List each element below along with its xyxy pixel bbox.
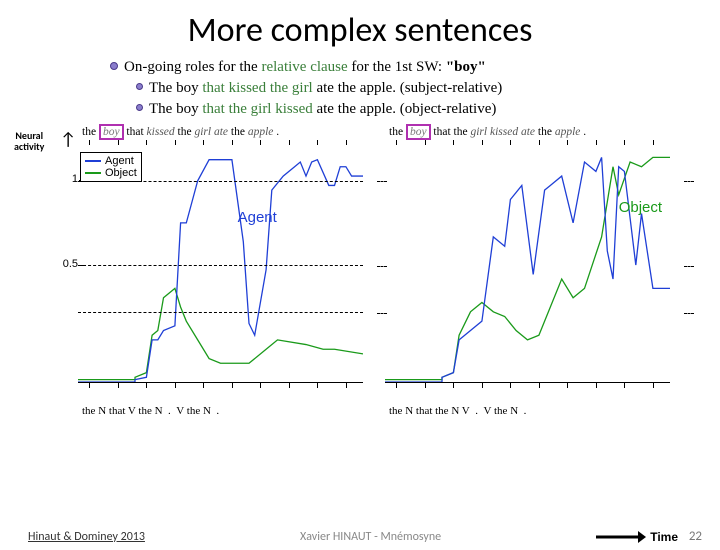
bullet-sub1-rc: that kissed the girl <box>202 80 312 96</box>
tick-row-left <box>78 140 363 146</box>
annot-left: Agent <box>238 209 277 226</box>
annot-right: Object <box>619 199 662 216</box>
plot-right: Object <box>385 148 670 383</box>
bullet-dot-icon <box>136 104 143 111</box>
page-number: 22 <box>678 529 702 544</box>
bottom-seq-right: the N that the N V . V the N . <box>385 405 670 417</box>
bullet-main-sw: "boy" <box>446 59 486 75</box>
tick-row-right-bottom <box>385 383 670 389</box>
bullet-dot-icon <box>110 62 118 70</box>
tick-row-left-bottom <box>78 383 363 389</box>
y-axis: 10.5 <box>32 148 78 383</box>
sentence-right: the boy that the girl kissed ate the app… <box>385 126 670 138</box>
footer-citation: Hinaut & Dominey 2013 <box>28 530 145 544</box>
plot-left: 10.5 Agent Object Agent <box>78 148 363 383</box>
tick-row-right <box>385 140 670 146</box>
up-arrow-icon: ↑ <box>60 128 76 150</box>
bullet-main-pre: On-going roles for the <box>124 59 261 75</box>
bullet-sub1-post: ate the apple. (subject-relative) <box>313 80 503 96</box>
bullet-sub2-text: The boy that the girl kissed ate the app… <box>149 99 496 120</box>
time-text: Time <box>650 530 678 544</box>
bullet-main-text: On-going roles for the relative clause f… <box>124 57 486 78</box>
bottom-seq-left: the N that V the N . V the N . <box>78 405 363 417</box>
bullet-list: On-going roles for the relative clause f… <box>110 57 720 120</box>
chart-area: Neural activity ↑ the boy that kissed th… <box>20 126 700 481</box>
bullet-sub1-text: The boy that kissed the girl ate the app… <box>149 78 502 99</box>
bullet-dot-icon <box>136 83 143 90</box>
plot-right-svg <box>385 148 670 382</box>
time-axis-label: Time <box>596 530 678 544</box>
bullet-sub1: The boy that kissed the girl ate the app… <box>136 78 720 99</box>
bullet-sub2-pre: The boy <box>149 101 202 117</box>
sentence-left: the boy that kissed the girl ate the app… <box>78 126 363 138</box>
bullet-main-rc: relative clause <box>261 59 347 75</box>
bullet-sub2-post: ate the apple. (object-relative) <box>313 101 497 117</box>
bullet-main: On-going roles for the relative clause f… <box>110 57 720 78</box>
panel-right: the boy that the girl kissed ate the app… <box>385 126 670 446</box>
bullet-main-post: for the 1st SW: <box>348 59 446 75</box>
bullet-sub1-pre: The boy <box>149 80 202 96</box>
footer: Hinaut & Dominey 2013 Xavier HINAUT - Mn… <box>0 529 720 544</box>
slide-title: More complex sentences <box>0 10 720 51</box>
bullet-sub2: The boy that the girl kissed ate the app… <box>136 99 720 120</box>
footer-center: Xavier HINAUT - Mnémosyne <box>145 530 596 544</box>
arrow-right-icon <box>596 530 646 544</box>
panel-left: the boy that kissed the girl ate the app… <box>78 126 363 446</box>
bullet-sub2-rc: that the girl kissed <box>202 101 312 117</box>
